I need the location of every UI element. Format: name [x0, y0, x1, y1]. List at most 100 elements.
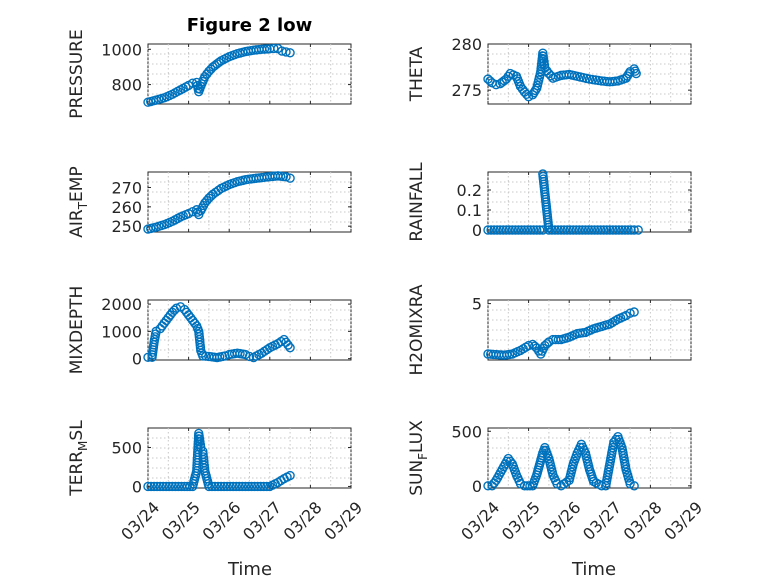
p3-marker	[538, 225, 548, 235]
p7-xtick-label: 03/28	[620, 498, 666, 544]
p3-y-axis-label: RAINFALL	[407, 162, 427, 242]
p6-marker	[173, 481, 184, 492]
p6-marker	[219, 481, 229, 492]
p3-marker	[611, 225, 621, 235]
p3-marker	[592, 225, 603, 235]
p6-marker	[225, 481, 235, 492]
p3-marker	[516, 225, 527, 235]
p3-marker	[583, 225, 594, 235]
p3-marker	[629, 225, 639, 235]
p6-marker	[204, 481, 214, 492]
p3-marker	[492, 225, 502, 235]
p7-y-axis-label: SUNFLUX	[407, 420, 430, 496]
p3-marker	[501, 225, 511, 235]
p3-marker	[605, 225, 615, 235]
p7-marker	[596, 481, 607, 491]
p4-ytick-label: 1000	[101, 322, 142, 341]
x-axis-label-right: Time	[571, 559, 616, 580]
p3-marker	[553, 225, 563, 235]
p6-marker	[207, 481, 217, 492]
p3-marker	[633, 225, 643, 235]
p3-marker	[614, 225, 624, 235]
p3-marker	[510, 225, 521, 235]
p0-ytick-label: 800	[111, 76, 142, 95]
p0-marker	[285, 48, 295, 58]
panel-pressure: 800 1000 PRESSURE	[67, 29, 352, 119]
p6-marker	[222, 481, 232, 492]
p3-marker	[550, 225, 560, 235]
p2-marker	[285, 173, 295, 183]
p3-marker	[556, 225, 566, 235]
p6-xtick-label: 03/27	[239, 498, 285, 544]
p6-marker	[182, 481, 192, 492]
p6-marker	[255, 481, 266, 492]
p5-marker	[523, 340, 534, 351]
p1-ytick-label: 275	[451, 81, 482, 100]
p4-y-axis-label: MIXDEPTH	[67, 286, 87, 375]
p2-marker	[281, 172, 291, 182]
p6-xtick-label: 03/28	[280, 498, 326, 544]
p7-marker	[483, 481, 493, 491]
p6-xtick-label: 03/25	[158, 498, 204, 544]
p6-marker	[210, 481, 220, 492]
x-axis-label-left: Time	[227, 559, 272, 580]
p7-ytick-label: 500	[451, 422, 482, 441]
p3-marker	[562, 225, 572, 235]
p5-marker	[625, 308, 635, 318]
panel-rainfall: 00.10.2 RAINFALL	[407, 162, 692, 242]
p6-marker	[146, 481, 156, 492]
p3-marker	[489, 225, 499, 235]
p4-marker	[220, 351, 230, 361]
p7-ytick-label: 0	[472, 477, 482, 496]
p3-marker	[574, 225, 585, 235]
p4-marker	[198, 351, 208, 361]
p3-marker	[617, 225, 627, 235]
p7-marker	[629, 481, 639, 491]
p3-ytick-label: 0.2	[457, 181, 482, 200]
p3-marker	[602, 225, 612, 235]
p6-marker	[252, 481, 263, 492]
p6-marker	[262, 481, 272, 492]
p4-ytick-label: 0	[132, 350, 142, 369]
p1-y-axis-label: THETA	[407, 46, 427, 102]
p6-marker	[152, 481, 162, 492]
p2-ytick-label: 250	[111, 217, 142, 236]
p0-marker	[269, 43, 279, 54]
p7-marker	[505, 456, 516, 466]
p6-marker	[240, 481, 251, 492]
p3-marker	[568, 225, 578, 235]
p4-marker	[285, 343, 295, 353]
p6-marker	[216, 481, 226, 492]
p5-y-axis-label: H2OMIXRA	[407, 284, 427, 375]
p6-xtick-label: 03/29	[320, 498, 366, 544]
p5-ytick-label: 5	[472, 295, 482, 314]
p6-marker	[246, 481, 257, 492]
p3-marker	[544, 225, 554, 235]
p6-marker	[170, 481, 181, 492]
p6-ytick-label: 500	[111, 438, 142, 457]
p3-marker	[513, 225, 524, 235]
p3-marker	[535, 225, 545, 235]
panel-theta: 275 280 THETA	[407, 35, 692, 105]
figure-title: Figure 2 low	[187, 15, 312, 36]
p6-marker	[234, 481, 245, 492]
p3-marker	[571, 225, 582, 235]
p5-marker	[629, 307, 639, 317]
p6-marker	[259, 481, 269, 492]
p7-xtick-label: 03/24	[457, 498, 503, 544]
p3-marker	[483, 225, 493, 235]
p6-ytick-label: 0	[132, 477, 142, 496]
p6-marker	[237, 481, 248, 492]
p6-xtick-label: 03/24	[117, 498, 163, 544]
p2-y-axis-label: AIRTEMP	[67, 166, 90, 237]
p3-marker	[599, 225, 609, 235]
p3-ytick-label: 0	[472, 221, 482, 240]
p3-marker	[595, 225, 606, 235]
p3-marker	[565, 225, 575, 235]
p3-marker	[525, 225, 536, 235]
p6-marker	[243, 481, 254, 492]
p3-marker	[486, 225, 496, 235]
